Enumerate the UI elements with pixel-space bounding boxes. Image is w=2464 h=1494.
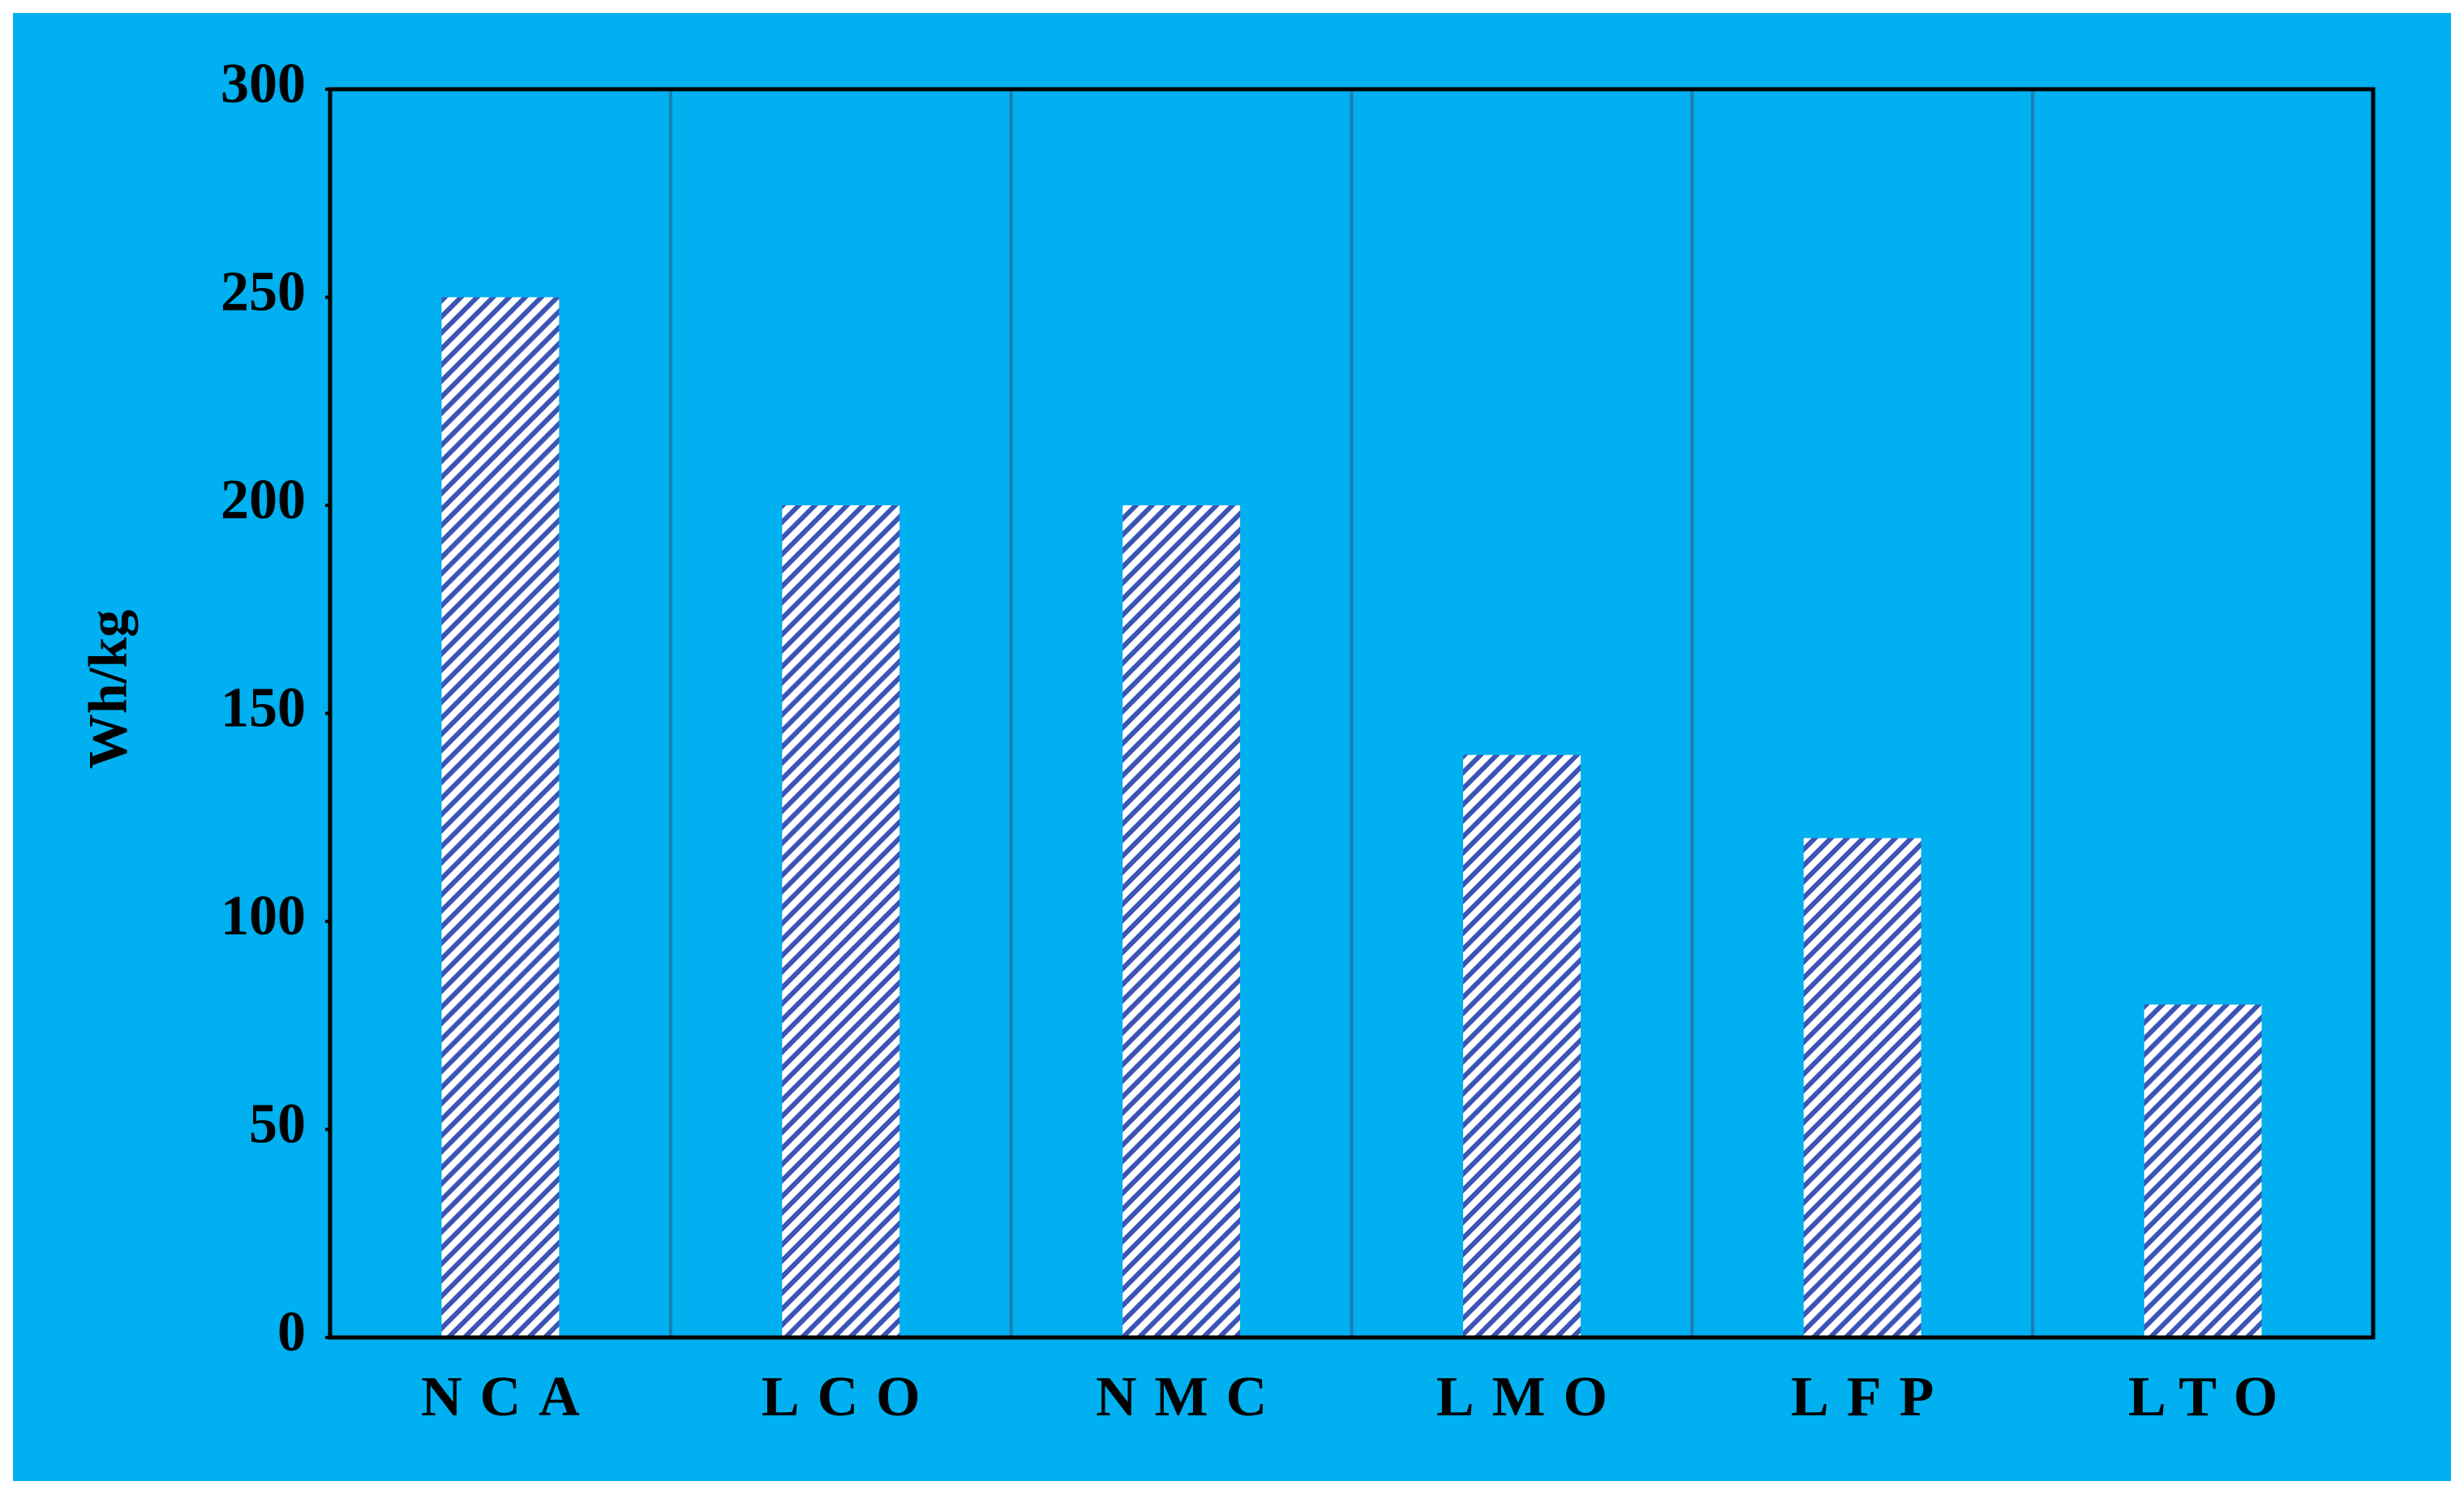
y-tick-label: 250 [221,261,306,324]
y-tick-label: 50 [249,1093,306,1156]
y-tick-label: 0 [277,1301,306,1363]
plot-frame [328,87,2376,1340]
bar [1803,838,1921,1337]
x-tick-label: LFP [1791,1366,1951,1428]
y-axis-label: Wh/kg [77,610,139,770]
bar [2144,1004,2262,1337]
y-tick-label: 200 [221,469,306,531]
y-tick-label: 150 [221,677,306,740]
x-tick-label: NMC [1096,1366,1285,1428]
bar [782,505,900,1337]
x-tick-label: LMO [1436,1366,1625,1428]
x-tick-label: NCA [421,1366,598,1428]
x-tick-label: LTO [2128,1366,2295,1428]
y-tick-label: 300 [221,53,306,115]
x-tick-label: LCO [762,1366,938,1428]
y-tick-label: 100 [221,885,306,947]
bar [1123,505,1241,1337]
bar [441,297,560,1337]
bar [1462,754,1581,1337]
